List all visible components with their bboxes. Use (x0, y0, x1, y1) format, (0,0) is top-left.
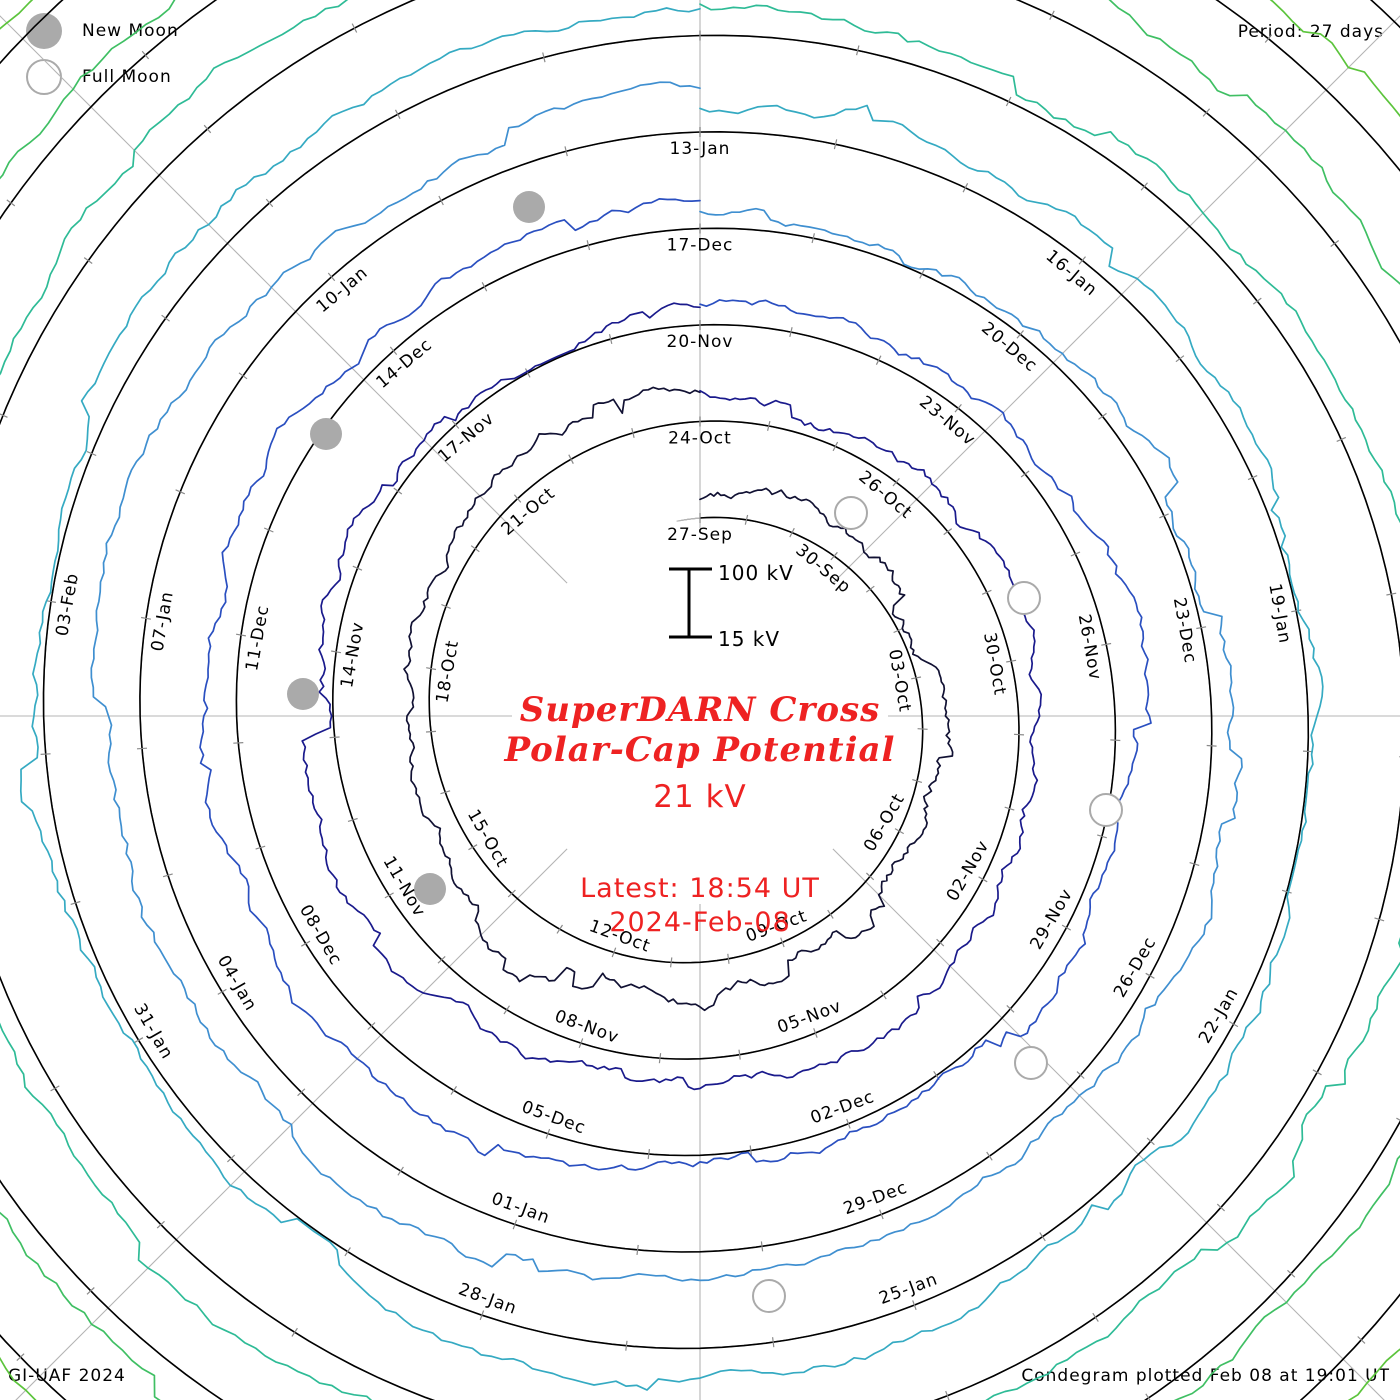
date-label: 21-Oct (498, 483, 560, 539)
date-label: 28-Jan (456, 1279, 520, 1319)
trace-turn-2 (199, 198, 1152, 1171)
date-label: 19-Jan (1264, 582, 1294, 645)
date-label: 11-Dec (242, 603, 273, 672)
date-label: 29-Dec (841, 1178, 910, 1220)
new-moon-marker (310, 418, 342, 450)
new-moon-marker (287, 678, 319, 710)
legend-item-full-moon: Full Moon (26, 54, 179, 100)
date-label: 16-Jan (1042, 246, 1102, 300)
footer-plot-timestamp: Condegram plotted Feb 08 at 19:01 UT (1021, 1366, 1390, 1386)
date-label: 20-Nov (667, 332, 734, 352)
trace-turn-4 (19, 7, 1324, 1391)
new-moon-marker (414, 873, 446, 905)
plot-title-line1: SuperDARN Cross (519, 690, 881, 730)
scalebar-min-label: 15 kV (718, 627, 781, 651)
date-label: 03-Feb (52, 571, 83, 637)
date-label: 14-Dec (373, 335, 437, 393)
date-label: 05-Nov (775, 996, 845, 1038)
date-label: 02-Dec (808, 1087, 877, 1129)
filled-circle-icon (26, 13, 62, 49)
scalebar-max-label: 100 kV (718, 561, 794, 585)
legend-label-full-moon: Full Moon (82, 67, 172, 87)
full-moon-marker (752, 1279, 786, 1313)
trace-turn-3 (90, 81, 1243, 1282)
center-annotation: SuperDARN Cross Polar-Cap Potential 21 k… (0, 690, 1400, 940)
footer-credit: GI-UAF 2024 (8, 1366, 126, 1386)
latest-time: Latest: 18:54 UT (580, 873, 820, 904)
date-label: 23-Dec (1169, 596, 1200, 665)
trace-turn-0 (403, 386, 954, 1012)
date-label: 08-Nov (552, 1006, 622, 1048)
date-label: 04-Jan (213, 952, 261, 1015)
date-label: 20-Dec (977, 318, 1041, 376)
scale-bar (669, 567, 712, 639)
date-label: 31-Jan (129, 1000, 177, 1063)
full-moon-marker (1089, 793, 1123, 827)
date-label: 10-Jan (313, 263, 373, 317)
date-label: 17-Dec (667, 236, 734, 256)
date-label: 13-Jan (670, 139, 731, 159)
open-circle-icon (26, 59, 62, 95)
date-label: 01-Jan (489, 1189, 553, 1229)
date-label: 07-Jan (148, 590, 178, 653)
date-label: 22-Jan (1195, 984, 1243, 1047)
current-value: 21 kV (653, 779, 747, 815)
new-moon-marker (513, 191, 545, 223)
date-label: 25-Jan (877, 1269, 941, 1309)
latest-date: 2024-Feb-08 (609, 907, 791, 938)
date-label: 26-Dec (1110, 933, 1161, 1001)
moon-phase-legend: New Moon Full Moon (26, 8, 179, 100)
full-moon-marker (834, 496, 868, 530)
date-label: 14-Nov (337, 620, 368, 689)
legend-item-new-moon: New Moon (26, 8, 179, 54)
date-label: 24-Oct (668, 429, 732, 449)
date-label: 05-Dec (519, 1097, 588, 1139)
plot-title-line2: Polar-Cap Potential (504, 730, 896, 770)
legend-label-new-moon: New Moon (82, 21, 179, 41)
trace-turn-1 (301, 302, 1043, 1091)
full-moon-marker (1014, 1046, 1048, 1080)
date-label: 27-Sep (667, 525, 733, 545)
moon-markers (287, 191, 1123, 1313)
full-moon-marker (1007, 581, 1041, 615)
